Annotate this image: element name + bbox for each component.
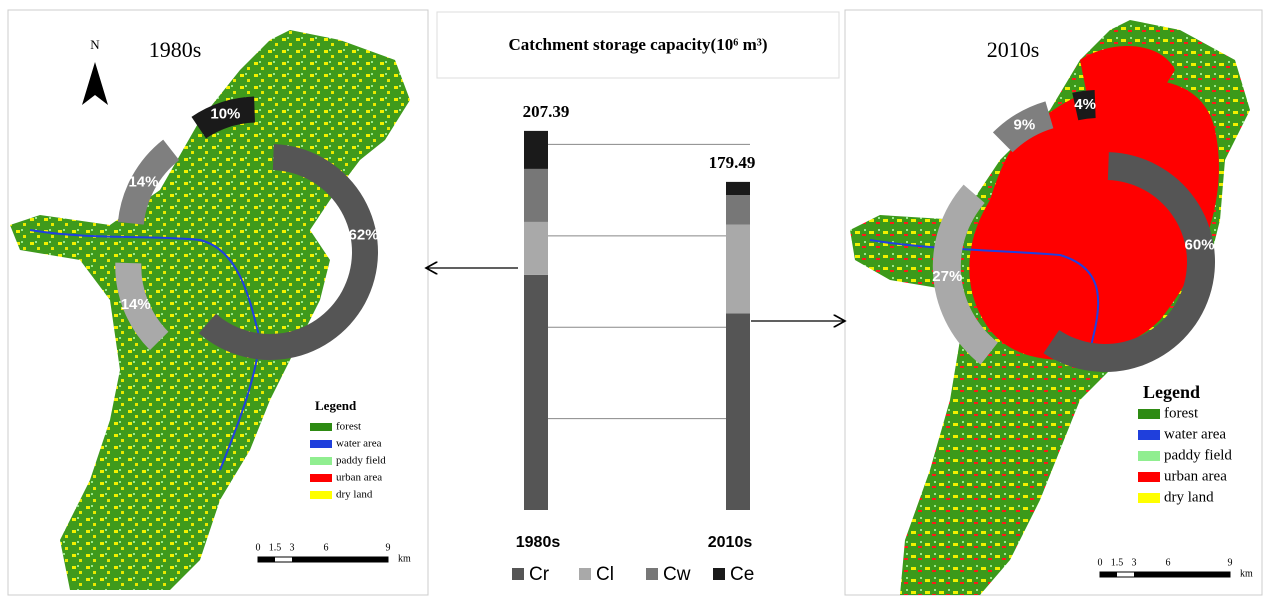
- legend-label: Cl: [596, 564, 614, 585]
- scale-label: km: [398, 553, 411, 564]
- scale-label: 6: [324, 542, 329, 553]
- total-label: 179.49: [709, 153, 756, 172]
- legend-label: forest: [1164, 405, 1199, 421]
- legend-swatch: [579, 568, 591, 580]
- scale-label: 0: [256, 542, 261, 553]
- legend-label: paddy field: [1164, 447, 1232, 463]
- legend-swatch: [310, 457, 332, 465]
- legend-swatch: [1138, 493, 1160, 503]
- legend-label: water area: [336, 438, 382, 450]
- north-label: N: [90, 37, 100, 52]
- donut-label: 4%: [1074, 96, 1096, 113]
- bar-segment: [726, 225, 750, 314]
- bar-segment: [726, 195, 750, 225]
- scale-bar: [326, 557, 388, 562]
- legend-label: urban area: [1164, 468, 1227, 484]
- scale-bar: [292, 557, 326, 562]
- scale-bar: [258, 557, 275, 562]
- legend-swatch: [713, 568, 725, 580]
- scale-label: 1.5: [269, 542, 282, 553]
- legend-swatch: [1138, 451, 1160, 461]
- legend-label: dry land: [336, 489, 373, 501]
- scale-label: 0: [1098, 557, 1103, 568]
- scale-label: 1.5: [1111, 557, 1124, 568]
- map-title: 1980s: [149, 37, 202, 62]
- legend-swatch: [310, 474, 332, 482]
- bar-segment: [524, 169, 548, 222]
- bar-segment: [524, 222, 548, 275]
- donut-label: 10%: [210, 106, 240, 123]
- bar-segment: [726, 313, 750, 510]
- donut-label: 62%: [349, 226, 379, 243]
- scale-bar: [1168, 572, 1230, 577]
- x-tick-label: 1980s: [516, 534, 561, 551]
- x-tick-label: 2010s: [708, 534, 753, 551]
- map-title: 2010s: [987, 37, 1040, 62]
- donut-label: 60%: [1185, 236, 1215, 253]
- legend-label: Cr: [529, 564, 550, 585]
- scale-label: 9: [386, 542, 391, 553]
- legend-label: Ce: [730, 564, 754, 585]
- scale-label: km: [1240, 568, 1253, 579]
- bar-segment: [524, 275, 548, 510]
- legend-swatch: [310, 491, 332, 499]
- scale-label: 3: [290, 542, 295, 553]
- donut-label: 14%: [121, 296, 151, 313]
- legend-label: forest: [336, 421, 361, 433]
- legend-label: Cw: [663, 564, 691, 585]
- legend-swatch: [310, 423, 332, 431]
- scale-bar: [1100, 572, 1117, 577]
- legend-swatch: [1138, 472, 1160, 482]
- chart-title: Catchment storage capacity(10⁶ m³): [509, 35, 768, 54]
- scale-bar: [1134, 572, 1168, 577]
- legend-label: dry land: [1164, 489, 1214, 505]
- legend-swatch: [1138, 409, 1160, 419]
- legend-swatch: [310, 440, 332, 448]
- legend-swatch: [1138, 430, 1160, 440]
- figure: N 1980s 2010s Catchment storage capacity…: [0, 0, 1266, 603]
- scale-label: 6: [1166, 557, 1171, 568]
- donut-label: 14%: [128, 173, 158, 190]
- total-label: 207.39: [523, 102, 570, 121]
- legend-title: Legend: [1143, 382, 1200, 402]
- bar-segment: [524, 131, 548, 169]
- legend-title: Legend: [315, 398, 357, 413]
- legend-label: urban area: [336, 472, 382, 484]
- scale-label: 9: [1228, 557, 1233, 568]
- legend-swatch: [646, 568, 658, 580]
- donut-label: 27%: [932, 268, 962, 285]
- donut-label: 9%: [1014, 117, 1036, 134]
- legend-label: water area: [1164, 426, 1226, 442]
- legend-label: paddy field: [336, 455, 386, 467]
- bar-segment: [726, 182, 750, 195]
- legend-swatch: [512, 568, 524, 580]
- scale-label: 3: [1132, 557, 1137, 568]
